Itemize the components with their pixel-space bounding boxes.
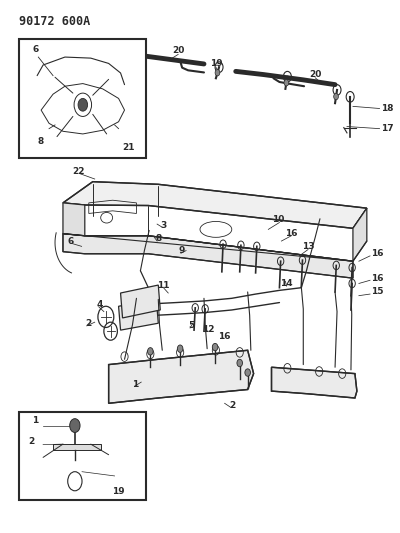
Text: 6: 6 — [68, 237, 74, 246]
Polygon shape — [53, 444, 101, 450]
Text: 19: 19 — [210, 60, 222, 68]
Circle shape — [284, 79, 289, 86]
Text: 90172 600A: 90172 600A — [19, 14, 90, 28]
Text: 2: 2 — [28, 437, 34, 446]
Polygon shape — [353, 208, 367, 261]
Circle shape — [78, 99, 88, 111]
Polygon shape — [63, 233, 353, 278]
Circle shape — [177, 345, 183, 352]
Circle shape — [334, 93, 338, 100]
Text: 8: 8 — [155, 235, 162, 244]
Text: 21: 21 — [122, 143, 135, 152]
Text: 5: 5 — [188, 321, 194, 330]
Text: 11: 11 — [157, 280, 170, 289]
Text: 9: 9 — [179, 246, 185, 255]
Text: 16: 16 — [285, 229, 298, 238]
Circle shape — [245, 369, 250, 376]
Text: 14: 14 — [280, 279, 293, 288]
Text: 1: 1 — [32, 416, 38, 425]
Text: 13: 13 — [302, 242, 314, 251]
Text: 2: 2 — [85, 319, 91, 328]
Text: 3: 3 — [160, 221, 166, 230]
Bar — [19, 38, 146, 158]
Circle shape — [212, 343, 218, 351]
Circle shape — [70, 419, 80, 432]
Circle shape — [215, 69, 220, 76]
Polygon shape — [272, 367, 357, 398]
Text: 6: 6 — [32, 45, 38, 54]
Circle shape — [237, 359, 242, 367]
Text: 18: 18 — [381, 104, 393, 113]
Text: 16: 16 — [371, 273, 383, 282]
Text: 20: 20 — [309, 70, 321, 79]
Text: 19: 19 — [112, 487, 125, 496]
Polygon shape — [109, 350, 254, 403]
Text: 1: 1 — [132, 379, 139, 389]
Text: 8: 8 — [38, 138, 44, 147]
Text: 10: 10 — [272, 215, 285, 224]
Text: 16: 16 — [371, 249, 383, 258]
Text: 2: 2 — [230, 401, 236, 410]
Text: 16: 16 — [218, 332, 231, 341]
Text: 17: 17 — [381, 124, 393, 133]
Text: 22: 22 — [72, 166, 85, 175]
Circle shape — [148, 348, 153, 355]
Text: 15: 15 — [371, 287, 383, 296]
Text: 12: 12 — [202, 325, 214, 334]
Polygon shape — [120, 285, 160, 318]
Polygon shape — [63, 203, 85, 236]
Polygon shape — [118, 300, 158, 330]
Polygon shape — [63, 182, 367, 228]
Bar — [19, 413, 146, 500]
Text: 4: 4 — [97, 300, 103, 309]
Text: 20: 20 — [172, 46, 184, 55]
